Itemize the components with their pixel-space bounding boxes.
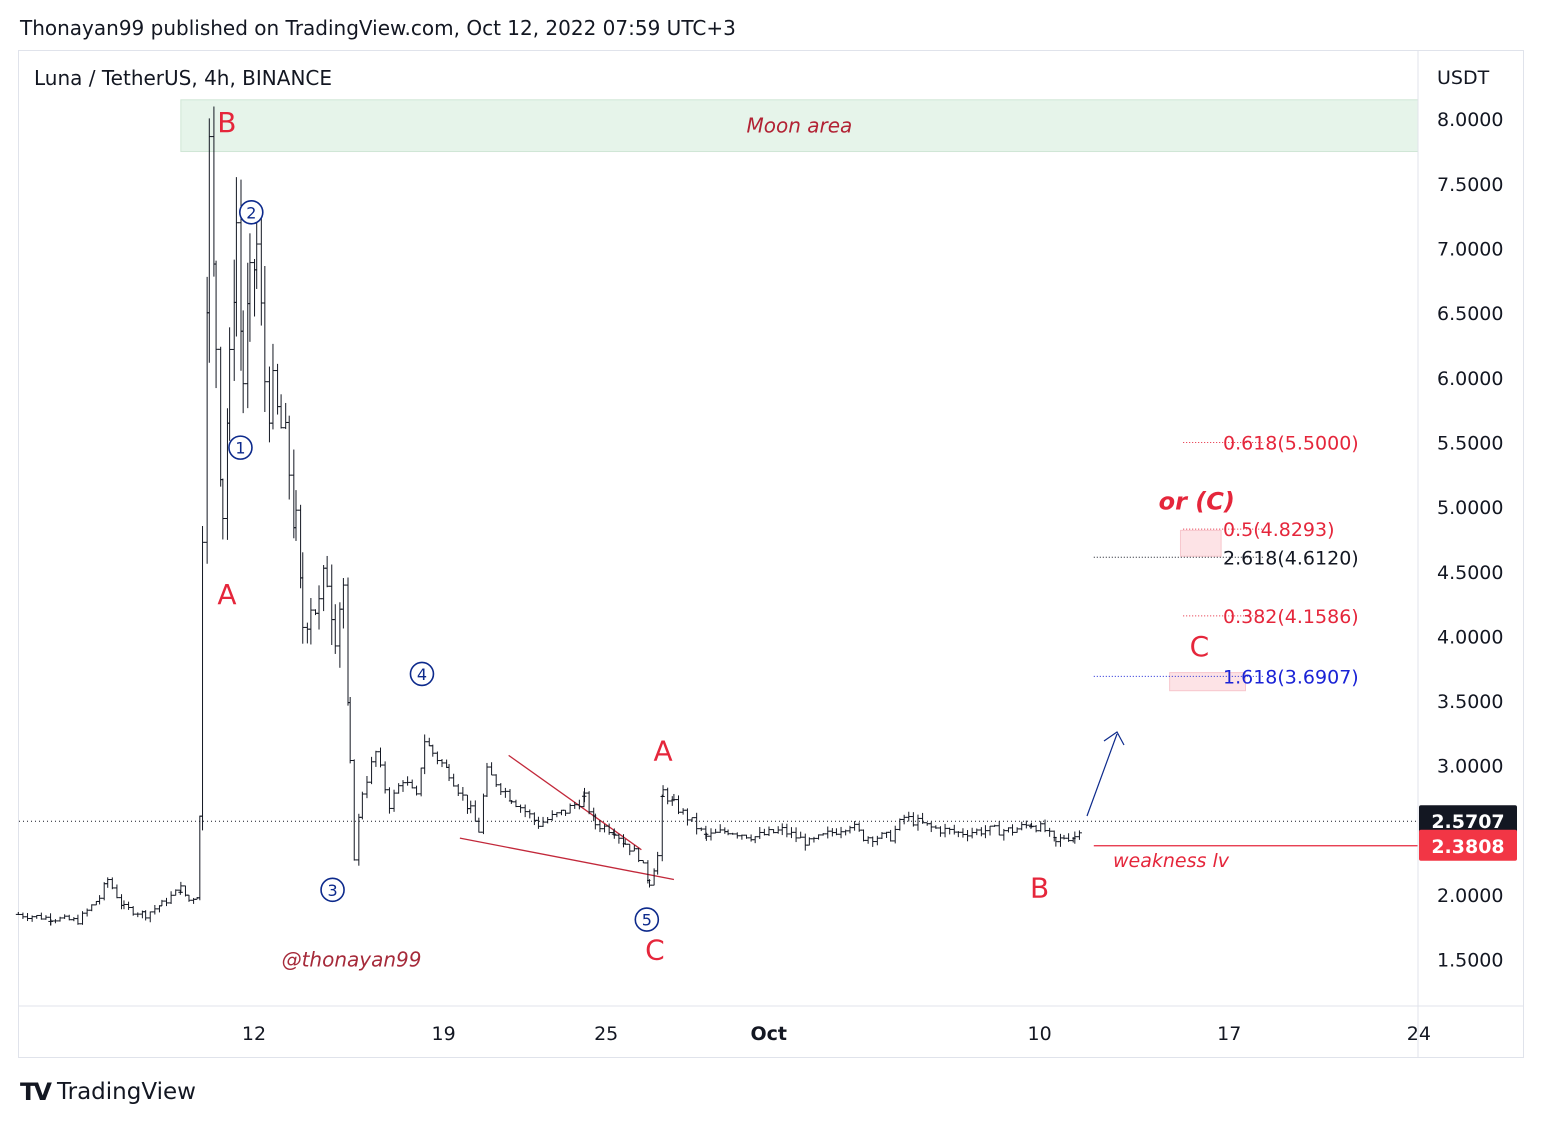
price-label-box	[1419, 829, 1517, 861]
price-label-box	[1419, 805, 1517, 837]
fib-level-label: 0.618(5.5000)	[1223, 432, 1359, 454]
currency-label: USDT	[1437, 67, 1490, 89]
y-tick-label: 1.5000	[1437, 950, 1503, 972]
wave-label: A	[217, 578, 236, 611]
weakness-label: weakness lv	[1113, 850, 1230, 872]
fib-level-label: 0.382(4.1586)	[1223, 606, 1359, 628]
fib-level-label: 1.618(3.6907)	[1223, 666, 1359, 688]
symbol-title[interactable]: Luna / TetherUS, 4h, BINANCE	[34, 66, 333, 90]
y-tick-label: 2.0000	[1437, 885, 1503, 907]
fib-level-label: 2.618(4.6120)	[1223, 547, 1359, 569]
subwave-circle	[409, 661, 435, 687]
wave-label: or (C)	[1159, 488, 1235, 516]
wave-label: B	[1030, 872, 1049, 905]
moon-area-zone	[180, 99, 1419, 153]
x-tick-label: 24	[1407, 1023, 1431, 1045]
y-tick-label: 7.0000	[1437, 239, 1503, 261]
x-tick-label: Oct	[750, 1023, 787, 1045]
wave-label: B	[217, 106, 236, 139]
projection-arrow-shaft	[1086, 733, 1118, 817]
x-tick-label: 25	[594, 1023, 618, 1045]
subwave-number: 2	[246, 203, 256, 222]
wedge-lower-trendline	[459, 837, 675, 881]
wave-label: A	[653, 735, 672, 768]
moon-area-label: Moon area	[747, 114, 853, 138]
y-tick-label: 6.0000	[1437, 368, 1503, 390]
price-label-text: 2.5707	[1431, 811, 1504, 833]
chart-frame	[18, 50, 1524, 1058]
x-tick-label: 17	[1217, 1023, 1241, 1045]
subwave-number: 5	[642, 911, 652, 930]
projection-arrowhead-icon	[1103, 731, 1125, 746]
author-watermark: @thonayan99	[282, 948, 422, 972]
subwave-circle	[228, 435, 253, 460]
y-tick-label: 8.0000	[1437, 109, 1503, 131]
tradingview-logo[interactable]: TV TradingView	[20, 1078, 196, 1106]
y-tick-label: 4.5000	[1437, 562, 1503, 584]
subwave-number: 1	[235, 439, 245, 458]
fib-level-label: 0.5(4.8293)	[1223, 519, 1335, 541]
y-tick-label: 6.5000	[1437, 303, 1503, 325]
subwave-circle	[634, 907, 660, 932]
tradingview-logo-icon: TV	[20, 1078, 52, 1106]
subwave-circle	[238, 199, 264, 225]
publish-header: Thonayan99 published on TradingView.com,…	[20, 16, 736, 40]
subwave-number: 3	[327, 881, 337, 900]
wave-label: C	[645, 934, 665, 967]
y-tick-label: 3.0000	[1437, 756, 1503, 778]
price-label-text: 2.3808	[1431, 836, 1504, 858]
y-tick-label: 5.0000	[1437, 497, 1503, 519]
y-tick-label: 5.5000	[1437, 432, 1503, 454]
target-box	[1169, 672, 1246, 692]
x-tick-label: 19	[432, 1023, 456, 1045]
subwave-circle	[320, 877, 345, 903]
subwave-number: 4	[417, 665, 427, 684]
x-tick-label: 10	[1028, 1023, 1052, 1045]
y-tick-label: 3.5000	[1437, 691, 1503, 713]
wave-label: C	[1190, 630, 1210, 663]
x-tick-label: 12	[242, 1023, 266, 1045]
y-tick-label: 4.0000	[1437, 626, 1503, 648]
y-tick-label: 7.5000	[1437, 174, 1503, 196]
tradingview-brand-name: TradingView	[56, 1079, 196, 1105]
target-box	[1179, 529, 1222, 557]
